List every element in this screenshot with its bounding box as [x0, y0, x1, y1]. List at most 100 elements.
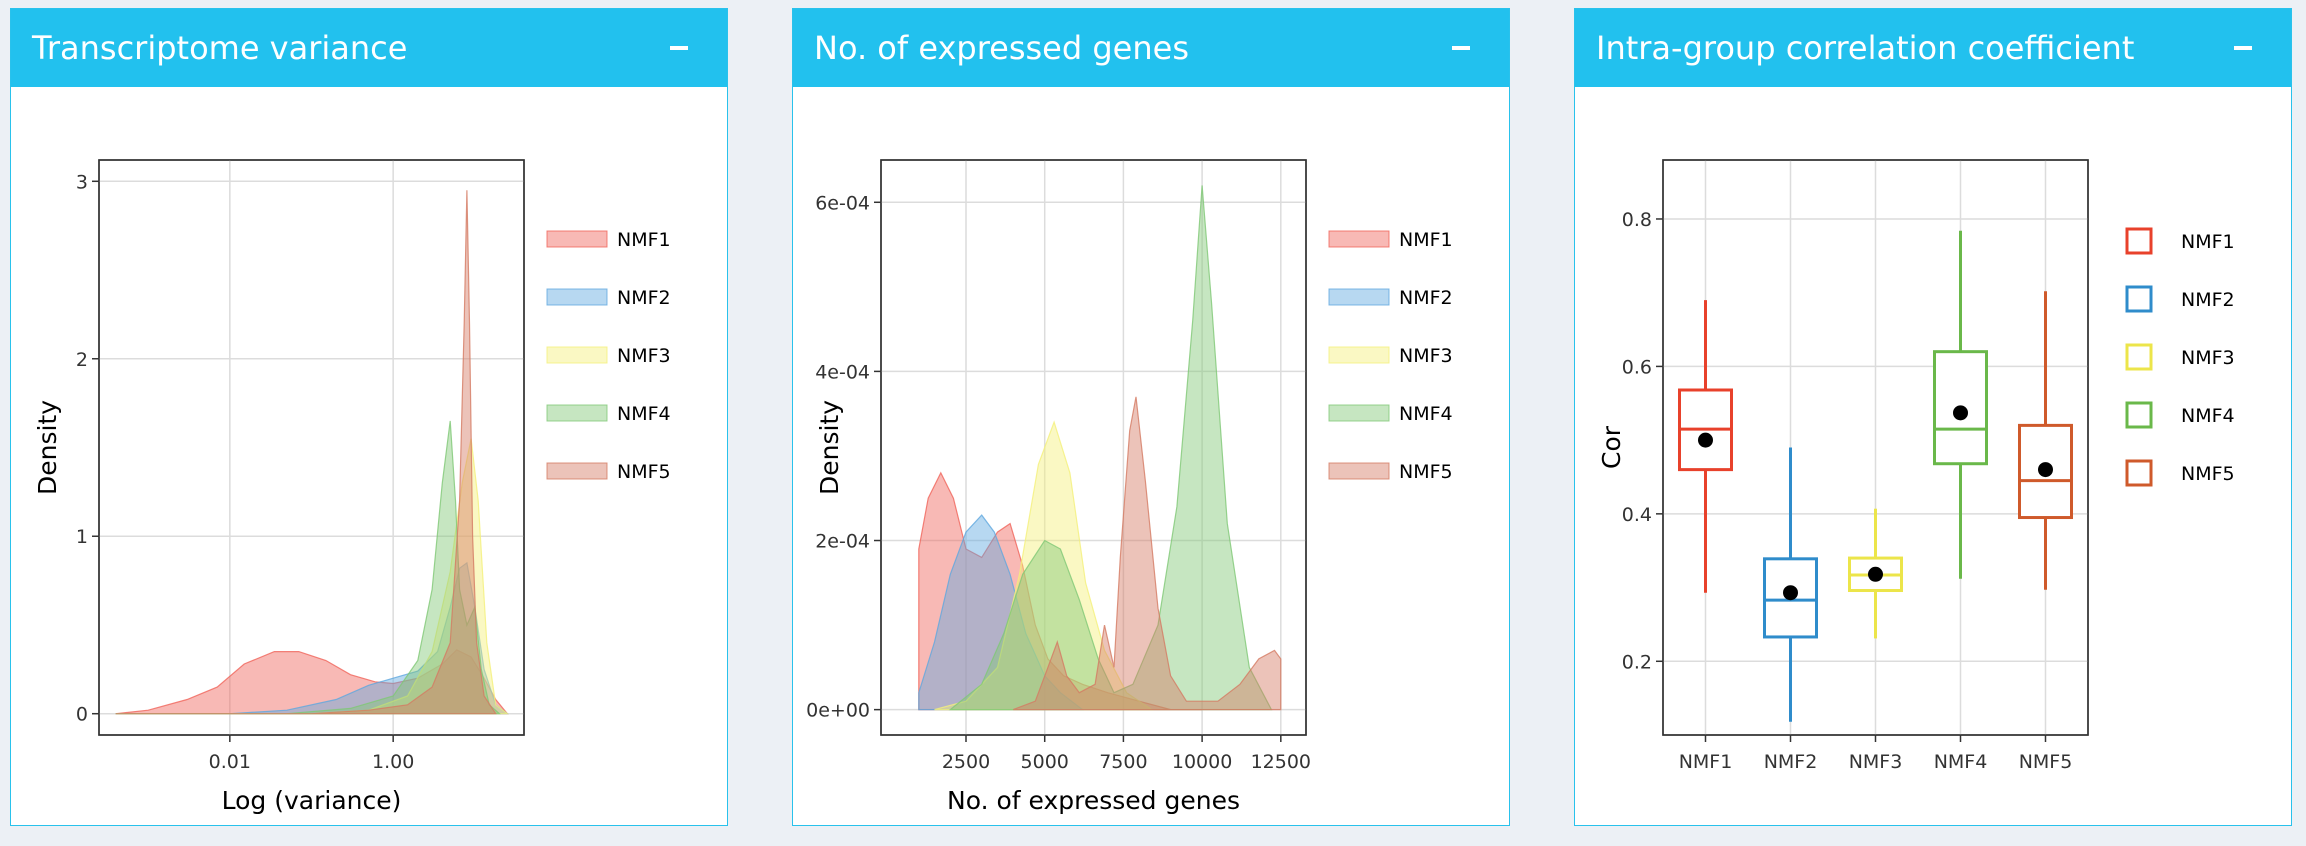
box-nmf2 [1763, 447, 1818, 722]
density-area-nmf4 [948, 185, 1273, 711]
legend-label: NMF3 [1399, 345, 1453, 367]
minus-icon [1452, 46, 1470, 50]
mean-point [1953, 405, 1968, 421]
mean-point [1783, 585, 1798, 601]
y-axis-label: Density [33, 400, 62, 495]
legend-swatch-nmf2 [1328, 288, 1390, 306]
collapse-button[interactable] [659, 28, 699, 68]
collapse-button[interactable] [2223, 28, 2263, 68]
y-tick-label: 6e-04 [815, 192, 870, 214]
panel-header: No. of expressed genes [793, 9, 1509, 87]
panel-title: Transcriptome variance [32, 29, 408, 67]
chart-body: 0.01 1.00 0 1 2 3 Log (variance) Density NMF1 NMF… [11, 87, 727, 825]
y-axis-label: Density [815, 400, 844, 495]
x-tick-label: NMF3 [1849, 751, 1903, 773]
legend-swatch-nmf1 [1328, 230, 1390, 248]
y-tick-label: 1 [76, 526, 88, 548]
density-area-nmf5 [1012, 396, 1282, 711]
legend-label: NMF4 [1399, 403, 1453, 425]
boxplot-chart-correlation: NMF1 NMF2 NMF3 NMF4 NMF5 0.2 0.4 0.6 0.8 Cor NMF1 N… [1597, 159, 2235, 773]
mean-point [1698, 432, 1713, 448]
x-tick-label: NMF4 [1934, 751, 1988, 773]
box-nmf3 [1848, 508, 1903, 639]
x-tick-label: 1.00 [372, 751, 414, 773]
density-area-nmf2 [115, 561, 510, 715]
legend-swatch-nmf1 [546, 230, 608, 248]
x-tick-label: 12500 [1251, 751, 1311, 773]
legend-swatch-nmf4 [546, 404, 608, 422]
legend-swatch-nmf4 [1328, 404, 1390, 422]
legend-swatch-nmf5 [1328, 462, 1390, 480]
density-chart-genes: 2500 5000 7500 10000 12500 0e+00 2e-04 4e-04 6e-… [806, 159, 1453, 815]
legend-label: NMF4 [617, 403, 671, 425]
box-nmf1 [1678, 300, 1733, 593]
legend-label: NMF1 [1399, 229, 1453, 251]
minus-icon [670, 46, 688, 50]
box-nmf5 [2018, 291, 2073, 590]
panel-header: Intra-group correlation coefficient [1575, 9, 2291, 87]
legend-swatch-nmf2 [2125, 285, 2153, 313]
density-area-nmf1 [115, 649, 509, 715]
panel-expressed-genes: No. of expressed genes 2500 5000 7500 10000… [792, 8, 1510, 826]
legend-swatch-nmf5 [546, 462, 608, 480]
chart-body: NMF1 NMF2 NMF3 NMF4 NMF5 0.2 0.4 0.6 0.8 Cor NMF1 N… [1575, 87, 2291, 825]
density-area-nmf2 [918, 514, 1085, 711]
plot-border [880, 159, 1307, 736]
chart-body: 2500 5000 7500 10000 12500 0e+00 2e-04 4e-04 6e-… [793, 87, 1509, 825]
legend-label: NMF4 [2181, 405, 2235, 427]
legend-swatch-nmf2 [546, 288, 608, 306]
y-tick-label: 2e-04 [815, 531, 870, 553]
x-tick-label: NMF5 [2019, 751, 2073, 773]
box-nmf4 [1933, 230, 1988, 579]
plot-area [880, 159, 1307, 736]
legend-swatch-nmf3 [1328, 346, 1390, 364]
y-tick-label: 3 [76, 171, 88, 193]
panel-title: Intra-group correlation coefficient [1596, 29, 2135, 67]
box-iqr [2018, 423, 2073, 520]
legend-label: NMF2 [617, 287, 671, 309]
legend-label: NMF5 [617, 461, 671, 483]
panel-intra-group-correlation: Intra-group correlation coefficient NMF1… [1574, 8, 2292, 826]
y-tick-label: 0 [76, 704, 88, 726]
legend-label: NMF2 [1399, 287, 1453, 309]
panel-transcriptome-variance: Transcriptome variance 0.01 1.00 0 1 2 3 Log (… [10, 8, 728, 826]
density-area-nmf4 [115, 420, 502, 715]
y-tick-label: 0.6 [1622, 356, 1652, 378]
x-tick-label: 5000 [1021, 751, 1069, 773]
density-area-nmf3 [934, 420, 1154, 711]
legend-label: NMF2 [2181, 289, 2235, 311]
legend-swatch-nmf1 [2125, 227, 2153, 255]
x-tick-label: 2500 [942, 751, 990, 773]
y-tick-label: 0.2 [1622, 651, 1652, 673]
density-area-nmf5 [115, 190, 497, 715]
x-axis-label: No. of expressed genes [947, 786, 1240, 815]
legend-label: NMF5 [1399, 461, 1453, 483]
x-tick-label: NMF1 [1679, 751, 1733, 773]
density-chart-variance: 0.01 1.00 0 1 2 3 Log (variance) Density NMF1 NMF… [33, 159, 671, 815]
legend-swatch-nmf3 [546, 346, 608, 364]
y-tick-label: 2 [76, 349, 88, 371]
legend-swatch-nmf3 [2125, 343, 2153, 371]
x-axis-label: Log (variance) [222, 786, 402, 815]
y-tick-label: 0.8 [1622, 209, 1652, 231]
legend-swatch-nmf4 [2125, 401, 2153, 429]
x-tick-label: 0.01 [209, 751, 251, 773]
collapse-button[interactable] [1441, 28, 1481, 68]
y-tick-label: 0e+00 [806, 700, 870, 722]
legend-label: NMF1 [617, 229, 671, 251]
mean-point [1868, 566, 1883, 582]
y-tick-label: 4e-04 [815, 361, 870, 383]
legend-swatch-nmf5 [2125, 459, 2153, 487]
legend-label: NMF1 [2181, 231, 2235, 253]
minus-icon [2234, 46, 2252, 50]
legend-label: NMF5 [2181, 463, 2235, 485]
x-tick-label: 7500 [1099, 751, 1147, 773]
plot-border [98, 159, 525, 736]
x-tick-label: NMF2 [1764, 751, 1818, 773]
legend-label: NMF3 [2181, 347, 2235, 369]
y-axis-label: Cor [1597, 425, 1626, 469]
plot-area [98, 159, 525, 736]
mean-point [2038, 462, 2053, 478]
x-tick-label: 10000 [1172, 751, 1232, 773]
y-tick-label: 0.4 [1622, 504, 1652, 526]
